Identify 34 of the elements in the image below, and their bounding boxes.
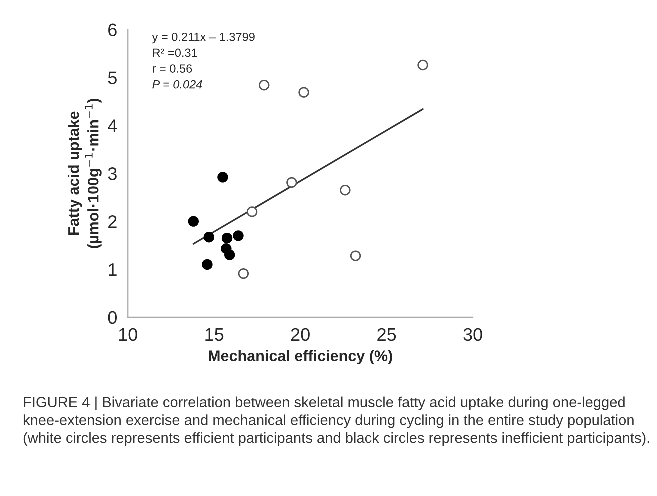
caption: FIGURE 4 | Bivariate correlation between skeletal muscle fatty acid uptake during one-legged knee-extension exercise and mechanical efficiency during cycling in the entire study population (white circles represents efficient participants and black circles represents inefficient participants). <box>24 396 650 446</box>
point <box>350 250 362 262</box>
x-tick-label: 10 <box>119 328 138 342</box>
point <box>298 87 310 98</box>
point <box>246 206 258 218</box>
point <box>259 80 270 91</box>
x-tick-label: 20 <box>291 328 310 342</box>
y-tick-label: 0 <box>108 311 117 324</box>
point <box>204 232 215 243</box>
point <box>238 268 250 280</box>
point <box>218 172 228 183</box>
y-tick-label: 3 <box>108 168 117 180</box>
annotation: r = 0.56 <box>153 64 192 73</box>
x-axis-title: Mechanical efficiency (%) <box>209 350 392 364</box>
point <box>202 259 213 270</box>
point <box>340 185 351 196</box>
point <box>188 216 200 227</box>
y-tick-label: 4 <box>108 120 118 132</box>
point <box>286 177 298 188</box>
x-tick-label: 15 <box>206 328 224 342</box>
point <box>233 230 244 242</box>
y-tick-label: 2 <box>108 215 117 228</box>
annotation: y = 0.211x – 1.3799 <box>152 32 255 44</box>
point <box>418 60 428 71</box>
point <box>224 250 236 260</box>
annotation: R² =0.31 <box>153 48 198 58</box>
x-tick-label: 30 <box>464 328 482 342</box>
x-tick-label: 25 <box>378 328 396 342</box>
point <box>222 232 233 244</box>
y-tick-label: 6 <box>108 24 117 36</box>
y-tick-label: 1 <box>109 264 117 276</box>
y-tick-label: 5 <box>108 72 117 84</box>
annotation: P = 0.024 <box>152 80 202 89</box>
y-axis-title: Fatty acid uptake (µmol·100g$^{−1}$·min$^{−1}$) <box>68 98 102 248</box>
